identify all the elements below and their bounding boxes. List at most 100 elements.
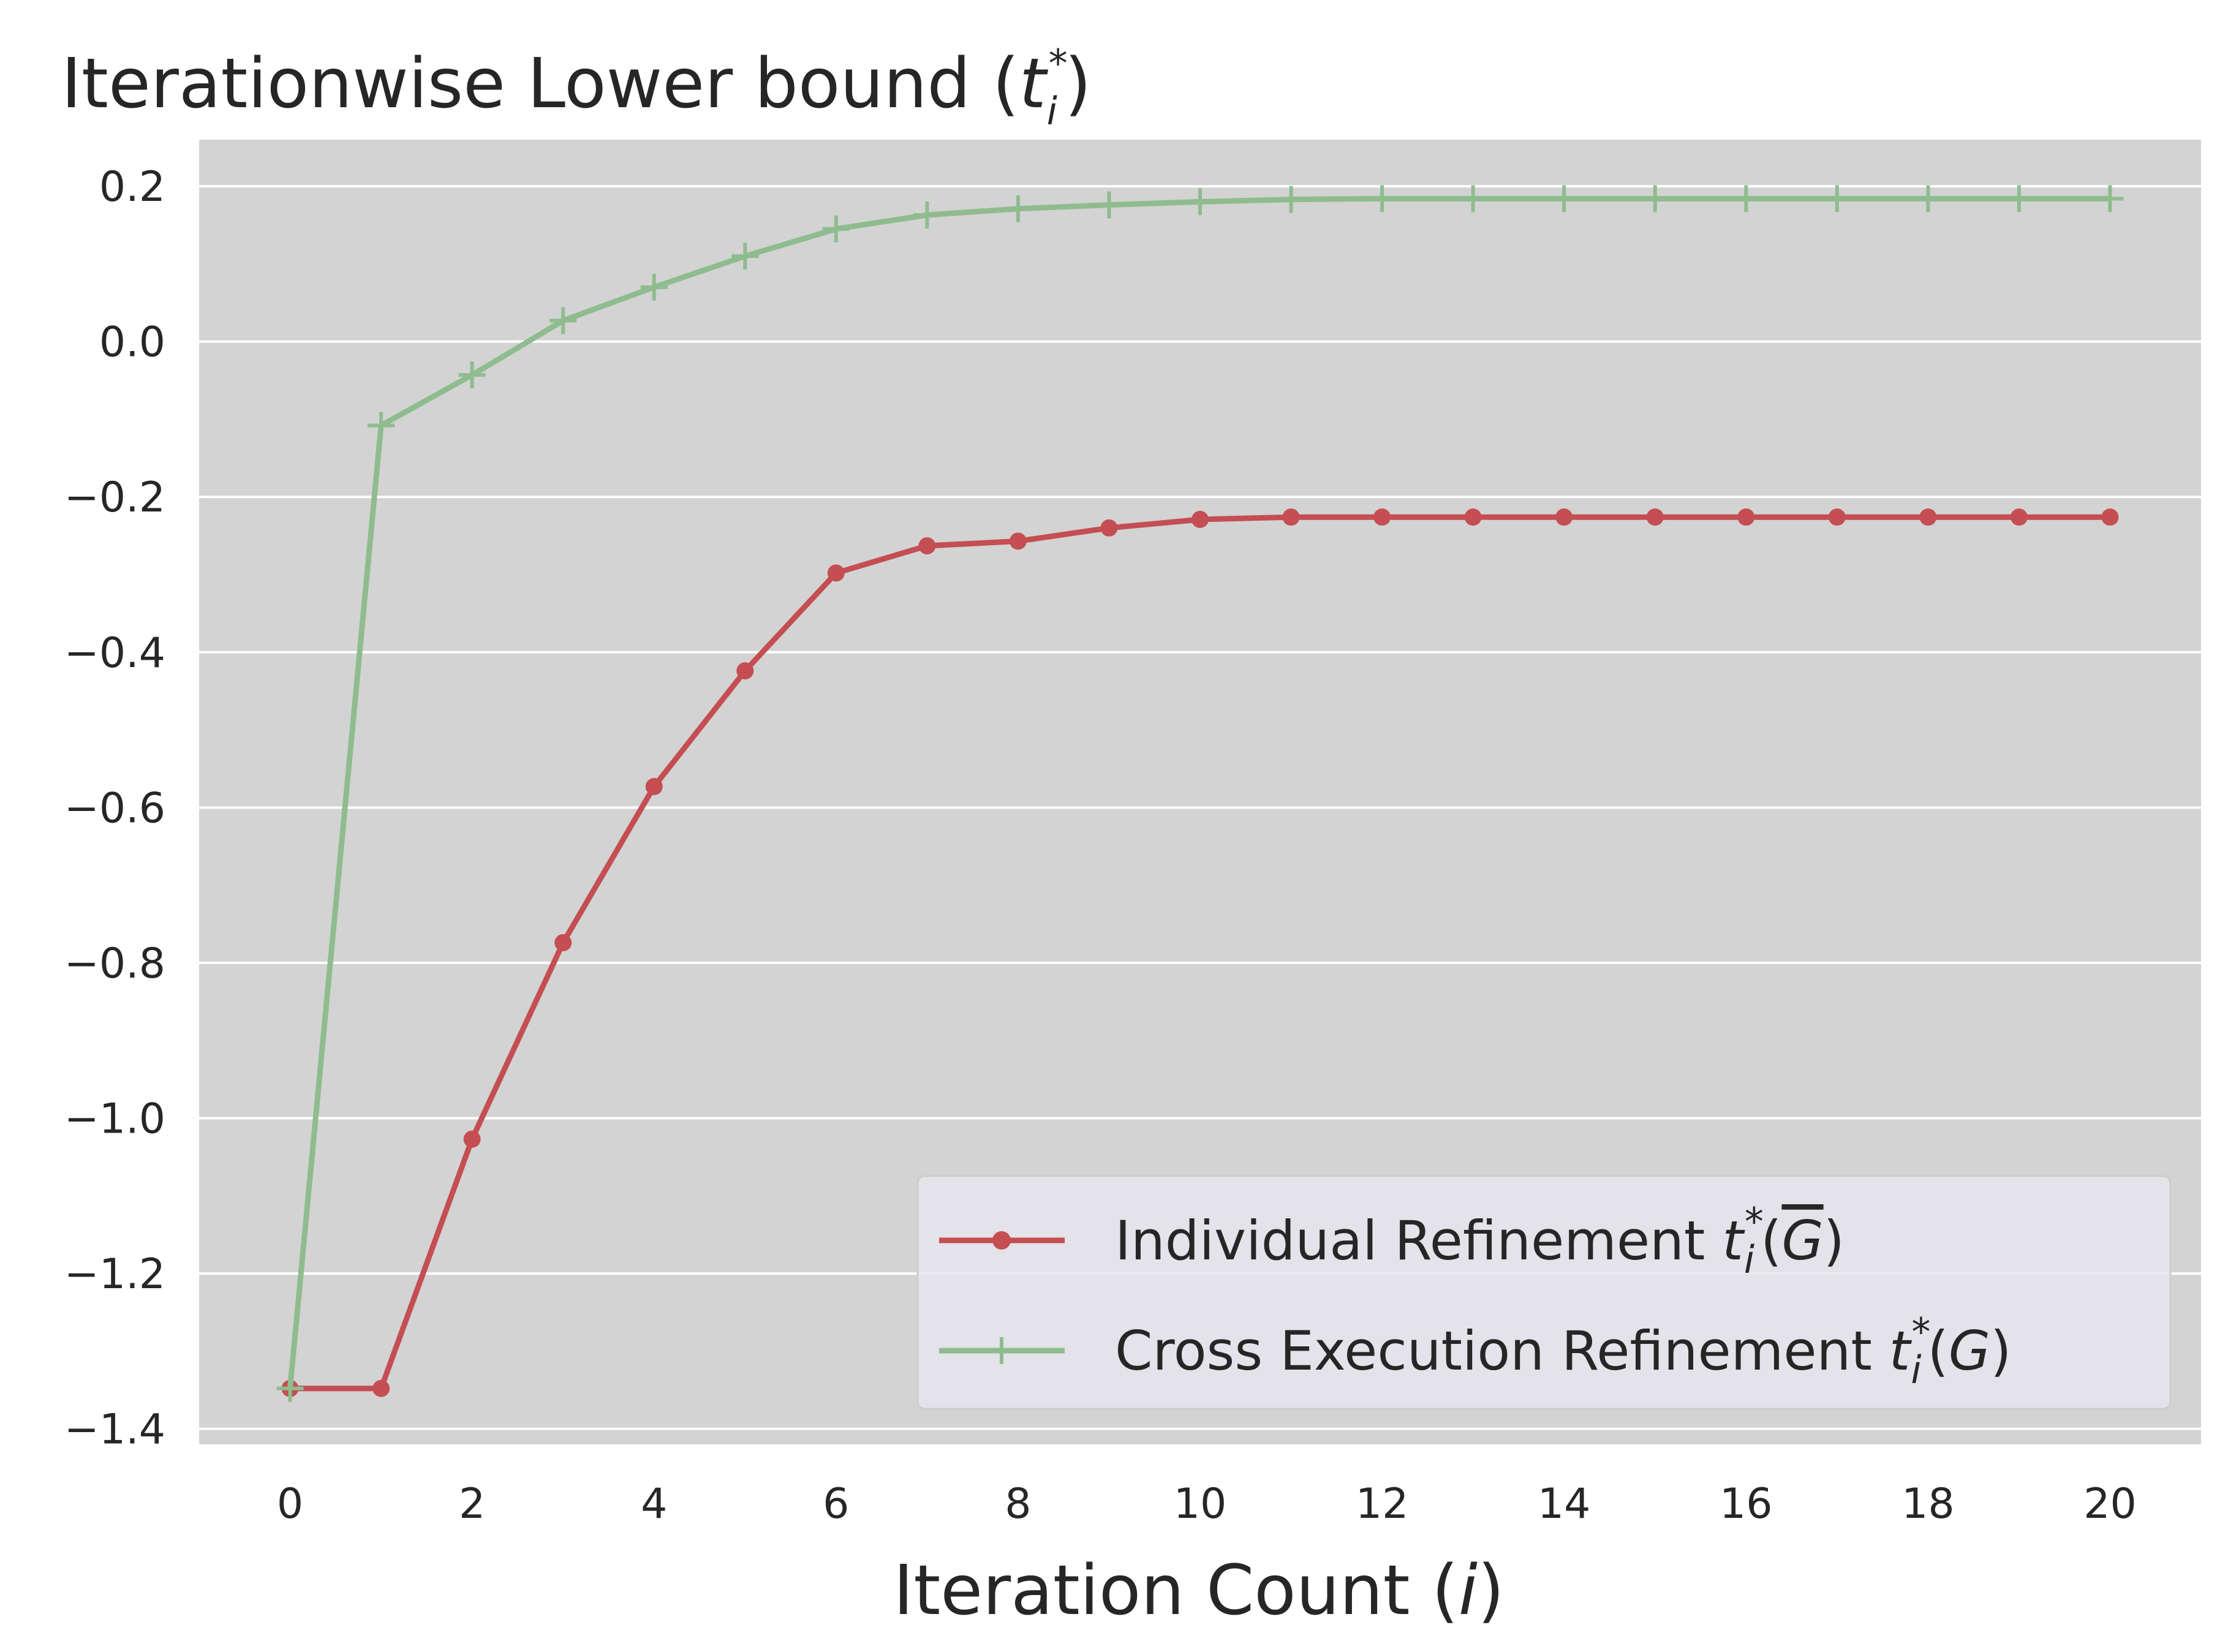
data-point (1373, 508, 1391, 526)
data-point (1187, 188, 1214, 216)
x-tick-label: 20 (2083, 1480, 2137, 1528)
data-point (368, 412, 395, 439)
data-point (731, 243, 759, 270)
y-tick-label: −0.8 (64, 940, 165, 988)
data-point (549, 307, 577, 334)
legend-arg-cross: G (1949, 1319, 1990, 1382)
y-tick-label: −0.2 (64, 473, 165, 522)
series-individual-refinement (281, 508, 2119, 1397)
data-point (918, 537, 936, 555)
legend-label-cross: Cross Execution Refinement t* i (G) (1115, 1310, 2011, 1392)
legend-close-cross: ) (1990, 1319, 2011, 1382)
data-point (1100, 519, 1118, 537)
data-point (913, 201, 941, 228)
title-main: Iterationwise Lower bound ( (61, 44, 1019, 124)
data-point (1464, 508, 1482, 526)
y-tick-label: 0.0 (99, 319, 165, 367)
title-var: t (1019, 44, 1049, 124)
data-point (822, 215, 850, 243)
data-point (554, 933, 572, 951)
legend-open-cross: ( (1928, 1319, 1949, 1382)
legend-open-individual: ( (1761, 1209, 1781, 1272)
legend-item-cross: Cross Execution Refinement t* i (G) (939, 1310, 2011, 1392)
y-tick-label: −0.4 (64, 629, 165, 677)
data-point (827, 564, 845, 582)
data-point (1919, 508, 1937, 526)
y-tick-labels: 0.2 0.0 −0.2 −0.4 −0.6 −0.8 −1.0 −1.2 −1.4 (64, 163, 165, 1454)
data-point (2005, 185, 2033, 213)
xlabel-close: ) (1478, 1551, 1505, 1631)
data-point (2101, 508, 2119, 526)
series-cross-execution-refinement (276, 185, 2124, 1402)
data-point (1369, 185, 1396, 213)
grid-lines (199, 185, 2201, 1430)
x-tick-label: 8 (1005, 1480, 1031, 1528)
data-point (1004, 195, 1032, 222)
data-point (2010, 508, 2028, 526)
data-point (1277, 186, 1305, 213)
y-tick-label: −0.6 (64, 784, 165, 832)
y-tick-label: −1.4 (64, 1406, 165, 1454)
x-axis-label: Iteration Count (i) (893, 1551, 1504, 1631)
legend-sup-individual: * (1745, 1199, 1764, 1244)
data-point (1191, 510, 1209, 528)
series-layer (276, 185, 2124, 1402)
legend-close-individual: ) (1824, 1209, 1845, 1272)
data-point (1009, 532, 1027, 550)
x-tick-label: 12 (1356, 1480, 1409, 1528)
data-point (640, 273, 668, 301)
legend-marker-individual (992, 1231, 1011, 1250)
legend-arg-individual: G (1781, 1209, 1823, 1272)
legend-sub-cross: i (1911, 1348, 1921, 1392)
data-point (458, 361, 486, 389)
data-point (372, 1379, 390, 1397)
y-tick-label: −1.0 (64, 1095, 165, 1144)
chart-title: Iterationwise Lower bound (t* i) (61, 41, 1092, 134)
y-tick-label: 0.2 (99, 163, 165, 211)
x-tick-label: 14 (1538, 1480, 1591, 1528)
x-tick-label: 2 (459, 1480, 485, 1528)
legend-main-cross: Cross Execution Refinement (1115, 1319, 1889, 1382)
title-sup: * (1049, 41, 1068, 86)
legend-box (916, 1175, 2172, 1410)
data-point (1282, 508, 1300, 526)
data-point (2096, 185, 2124, 213)
data-point (1732, 185, 1760, 213)
data-point (1823, 185, 1851, 213)
x-tick-label: 10 (1174, 1480, 1227, 1528)
x-tick-label: 18 (1901, 1480, 1955, 1528)
xlabel-var: i (1459, 1551, 1478, 1631)
xlabel-main: Iteration Count ( (893, 1551, 1459, 1631)
data-point (1828, 508, 1846, 526)
legend-var-individual: t (1722, 1209, 1745, 1272)
data-point (736, 662, 754, 680)
legend: Individual Refinement t* i (G) Cross Execu… (916, 1175, 2172, 1410)
x-tick-labels: 0 2 4 6 8 10 12 14 16 18 20 (277, 1480, 2137, 1528)
legend-main-individual: Individual Refinement (1115, 1209, 1722, 1272)
x-tick-label: 4 (641, 1480, 667, 1528)
x-tick-label: 16 (1720, 1480, 1773, 1528)
data-point (645, 778, 663, 796)
legend-marker-cross (988, 1337, 1015, 1364)
title-close: ) (1065, 44, 1092, 124)
data-point (1914, 185, 1942, 213)
legend-sup-cross: * (1911, 1310, 1930, 1354)
data-point (1550, 185, 1578, 213)
y-tick-label: −1.2 (64, 1250, 165, 1299)
x-tick-label: 6 (823, 1480, 849, 1528)
data-point (1095, 191, 1123, 219)
legend-label-individual: Individual Refinement t* i (G) (1115, 1199, 1845, 1282)
legend-var-cross: t (1889, 1319, 1913, 1382)
data-point (1737, 508, 1755, 526)
data-point (1555, 508, 1573, 526)
data-point (463, 1130, 481, 1148)
data-point (276, 1375, 304, 1402)
data-point (1646, 508, 1664, 526)
data-point (1459, 185, 1487, 213)
title-sub: i (1047, 89, 1057, 134)
legend-item-individual: Individual Refinement t* i (G) (939, 1199, 1845, 1282)
x-tick-label: 0 (277, 1480, 303, 1528)
legend-sub-individual: i (1744, 1237, 1754, 1282)
data-point (1641, 185, 1669, 213)
